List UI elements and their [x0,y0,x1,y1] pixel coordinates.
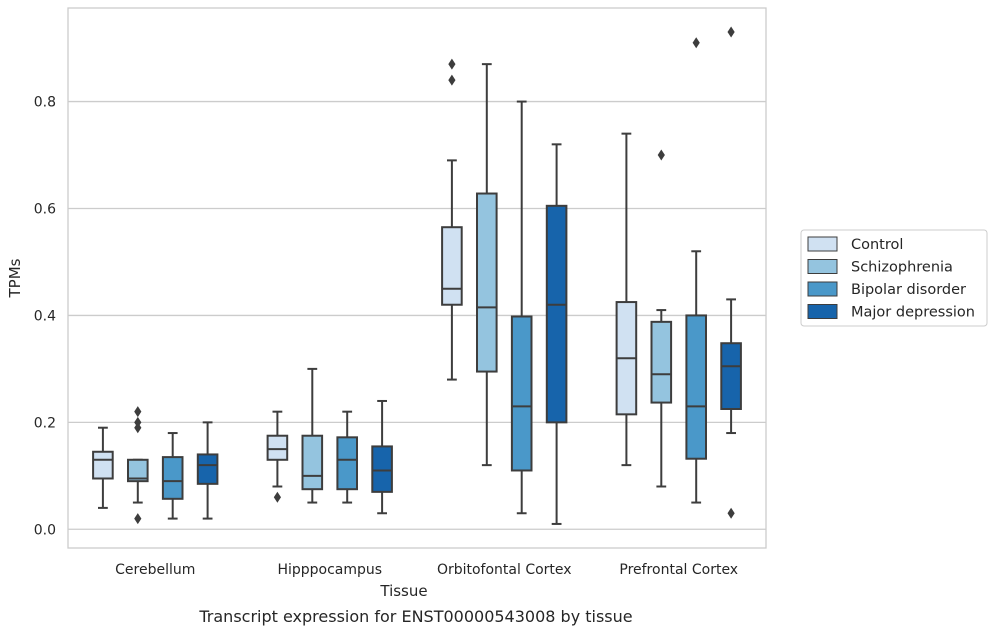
box-iqr [127,458,149,483]
box-major-depression-cerebellum [196,421,219,520]
x-axis-label: Tissue [379,582,427,600]
legend-swatch [807,236,838,252]
box-bipolar-disorder-prefrontal-cortex [685,37,708,504]
y-tick-label: 0.4 [34,308,56,324]
gridlines [68,100,766,530]
plot-frame [67,7,767,549]
outlier-point [134,406,142,418]
outlier-point [657,149,665,161]
legend-item-schizophrenia: Schizophrenia [807,259,953,276]
box-control-cerebellum [92,426,114,509]
y-tick-label: 0.0 [34,522,56,538]
legend-item-bipolar-disorder: Bipolar disorder [807,281,966,298]
box-schizophrenia-hipppocampus [301,367,324,504]
box-iqr [685,314,708,460]
x-tick-label: Cerebellum [115,562,195,578]
box-bipolar-disorder-orbitofontal-cortex [510,100,533,515]
box-iqr [371,445,393,493]
box-iqr [266,434,289,461]
outlier-point [727,26,735,38]
box-control-orbitofontal-cortex [441,58,463,381]
box-iqr [476,192,498,373]
box-control-hipppocampus [266,410,289,503]
x-tick-label: Prefrontal Cortex [619,562,738,578]
outlier-point [448,74,456,86]
box-major-depression-prefrontal-cortex [720,26,742,519]
x-tick-label: Orbitofontal Cortex [437,562,572,578]
x-axis-ticks: Cerebellum Hipppocampus Orbitofontal Corte… [115,562,738,578]
y-axis-ticks: 0.0 0.2 0.4 0.6 0.8 [34,95,56,539]
box-schizophrenia-cerebellum [127,406,149,525]
legend-swatch [807,304,838,319]
outlier-point [727,507,735,519]
outlier-point [134,513,142,525]
legend-item-control: Control [807,236,903,253]
box-iqr [301,434,324,491]
y-tick-label: 0.8 [34,95,56,111]
y-tick-label: 0.2 [34,415,56,431]
legend-frame [800,229,988,327]
outlier-point [692,37,700,49]
box-iqr [92,450,114,480]
box-iqr [441,226,463,306]
box-schizophrenia-prefrontal-cortex [650,149,673,488]
box-major-depression-hipppocampus [371,399,393,515]
box-bipolar-disorder-cerebellum [161,432,184,520]
legend-label: Control [851,237,903,253]
box-bipolar-disorder-hipppocampus [336,410,358,504]
box-iqr [650,320,673,404]
box-iqr [510,315,533,472]
box-control-prefrontal-cortex [615,132,638,467]
box-iqr [161,456,184,500]
legend-label: Schizophrenia [851,260,953,276]
box-schizophrenia-orbitofontal-cortex [476,63,498,467]
outlier-point [134,416,142,428]
legend-label: Bipolar disorder [851,282,966,298]
y-tick-label: 0.6 [34,201,56,217]
outlier-point [273,491,281,503]
box-plot-area [92,26,742,525]
box-major-depression-orbitofontal-cortex [545,143,568,525]
legend-swatch [807,281,838,297]
x-tick-label: Hipppocampus [277,562,382,578]
box-iqr [720,342,742,410]
chart-caption: Transcript expression for ENST0000054300… [198,607,632,626]
legend-label: Major depression [851,305,975,321]
legend-swatch [807,259,838,274]
box-iqr [336,436,358,491]
outlier-point [448,58,456,70]
box-iqr [545,204,568,424]
legend: Control Schizophrenia Bipolar disorder Majo… [800,229,988,327]
box-iqr [196,453,219,485]
legend-item-major-depression: Major depression [807,304,975,321]
y-axis-label: TPMs [6,258,24,298]
